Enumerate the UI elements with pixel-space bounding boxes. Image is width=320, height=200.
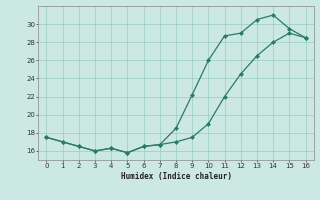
X-axis label: Humidex (Indice chaleur): Humidex (Indice chaleur): [121, 172, 231, 181]
